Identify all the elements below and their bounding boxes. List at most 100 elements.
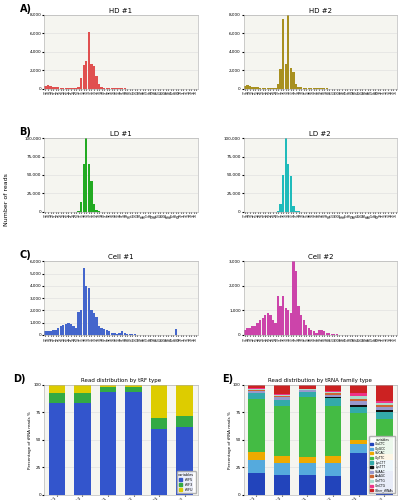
- Bar: [248, 393, 265, 394]
- Bar: [254, 326, 256, 335]
- Bar: [261, 318, 264, 335]
- Bar: [264, 316, 266, 335]
- Bar: [350, 396, 367, 399]
- Bar: [98, 84, 100, 88]
- Bar: [290, 313, 292, 335]
- Bar: [273, 406, 290, 456]
- Bar: [299, 475, 316, 495]
- Bar: [298, 306, 300, 335]
- Bar: [151, 429, 168, 495]
- Bar: [267, 313, 269, 335]
- Bar: [49, 394, 65, 404]
- Bar: [105, 330, 108, 335]
- Bar: [325, 456, 341, 463]
- Bar: [246, 328, 249, 335]
- Bar: [299, 458, 316, 463]
- Title: HD #1: HD #1: [109, 8, 132, 14]
- Bar: [336, 334, 338, 335]
- Bar: [273, 456, 290, 463]
- Bar: [100, 387, 116, 392]
- Bar: [285, 138, 287, 212]
- Bar: [72, 326, 75, 335]
- Bar: [326, 332, 328, 335]
- Bar: [88, 288, 90, 335]
- Bar: [124, 332, 126, 335]
- Bar: [93, 66, 95, 88]
- Bar: [118, 332, 121, 335]
- Bar: [325, 397, 341, 398]
- Bar: [176, 416, 193, 426]
- Bar: [65, 324, 67, 335]
- Title: Read distribution by tRF type: Read distribution by tRF type: [81, 378, 161, 383]
- Bar: [248, 389, 265, 390]
- Bar: [74, 384, 91, 394]
- Bar: [108, 332, 110, 335]
- Bar: [331, 334, 333, 335]
- Bar: [49, 404, 65, 495]
- Title: Cell #2: Cell #2: [308, 254, 333, 260]
- Bar: [295, 271, 297, 335]
- Bar: [125, 392, 142, 495]
- Text: Number of reads: Number of reads: [4, 174, 8, 227]
- Bar: [350, 444, 367, 453]
- Bar: [62, 325, 65, 335]
- Bar: [302, 320, 305, 335]
- Bar: [101, 86, 103, 88]
- Bar: [98, 326, 100, 335]
- Bar: [376, 401, 393, 404]
- Bar: [95, 316, 98, 335]
- Bar: [175, 329, 177, 335]
- Bar: [60, 326, 62, 335]
- Bar: [100, 384, 116, 387]
- Bar: [325, 398, 341, 406]
- Bar: [95, 210, 98, 212]
- Bar: [287, 164, 290, 212]
- Bar: [273, 475, 290, 495]
- Bar: [95, 76, 98, 88]
- Bar: [295, 210, 297, 212]
- Bar: [376, 404, 393, 405]
- Bar: [292, 206, 295, 212]
- Bar: [325, 406, 341, 456]
- Bar: [318, 330, 320, 335]
- Bar: [116, 334, 118, 335]
- Bar: [125, 387, 142, 392]
- Bar: [325, 394, 341, 397]
- Bar: [77, 86, 80, 88]
- Title: LD #2: LD #2: [310, 131, 331, 137]
- Bar: [246, 86, 249, 88]
- Text: D): D): [13, 374, 26, 384]
- Bar: [83, 164, 85, 212]
- Bar: [376, 384, 393, 401]
- Bar: [305, 325, 307, 335]
- Bar: [350, 453, 367, 495]
- Bar: [44, 86, 47, 88]
- Bar: [292, 262, 295, 335]
- Bar: [83, 64, 85, 88]
- Bar: [299, 385, 316, 388]
- Bar: [376, 454, 393, 460]
- Bar: [90, 181, 93, 212]
- Bar: [282, 18, 284, 88]
- Bar: [70, 324, 72, 335]
- Bar: [80, 78, 82, 88]
- Bar: [299, 389, 316, 390]
- Bar: [279, 204, 282, 212]
- Bar: [90, 64, 93, 88]
- Bar: [277, 84, 279, 88]
- Bar: [350, 384, 367, 394]
- Bar: [259, 320, 261, 335]
- Bar: [279, 70, 282, 88]
- Bar: [47, 330, 49, 335]
- Bar: [350, 394, 367, 396]
- Bar: [376, 412, 393, 419]
- Bar: [285, 64, 287, 88]
- Bar: [376, 419, 393, 454]
- Bar: [248, 394, 265, 399]
- Bar: [88, 32, 90, 88]
- Bar: [90, 310, 93, 335]
- Bar: [249, 86, 251, 88]
- Bar: [273, 394, 290, 395]
- Bar: [74, 394, 91, 404]
- Bar: [103, 329, 105, 335]
